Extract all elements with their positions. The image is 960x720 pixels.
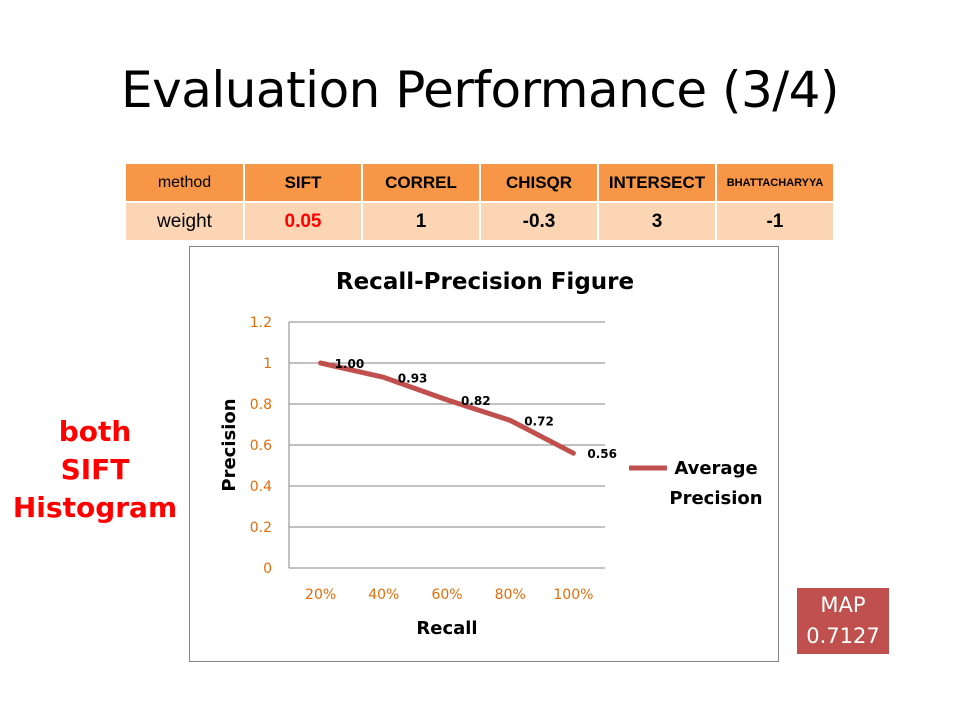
data-label: 0.93 — [398, 371, 428, 385]
series-line — [318, 360, 576, 456]
header-cell-intersect: INTERSECT — [597, 162, 717, 203]
weight-cell-intersect: 3 — [597, 201, 717, 242]
data-point — [508, 418, 512, 422]
map-badge-value: 0.7127 — [806, 624, 880, 648]
map-badge-label: MAP — [820, 593, 866, 617]
data-point — [319, 361, 323, 365]
legend-label-line2: Precision — [669, 488, 762, 509]
row-label-weight: weight — [124, 201, 245, 242]
data-point — [445, 398, 449, 402]
recall-precision-chart: Recall-Precision Figure 0 0.2 0.4 0.6 0.8 1 1.… — [219, 269, 763, 639]
x-axis-title: Recall — [416, 618, 477, 639]
header-cell-bhattacharyya: BHATTACHARYYA — [715, 162, 835, 203]
weight-cell-correl: 1 — [361, 201, 481, 242]
slide-title: Evaluation Performance (3/4) — [121, 61, 839, 119]
grid-layer — [288, 321, 605, 569]
x-tick-label: 80% — [495, 587, 526, 603]
x-ticks: 20% 40% 60% 80% 100% — [305, 587, 593, 603]
side-note-line1: both — [58, 415, 132, 448]
weights-table: method SIFT CORREL CHISQR INTERSECT BHAT… — [124, 162, 835, 242]
y-tick-label: 1.2 — [250, 315, 272, 331]
header-cell-sift: SIFT — [243, 162, 363, 203]
y-axis-title: Precision — [219, 398, 240, 491]
data-labels: 1.00 0.93 0.82 0.72 0.56 — [335, 357, 617, 461]
weight-cell-bhattacharyya: -1 — [715, 201, 835, 242]
chart-title: Recall-Precision Figure — [336, 269, 634, 295]
data-label: 0.56 — [587, 447, 617, 461]
side-note-line3: Histogram — [12, 491, 178, 524]
series-layer — [318, 360, 576, 456]
header-cell-method: method — [124, 162, 245, 203]
legend: Average Precision — [629, 458, 763, 509]
y-tick-label: 0.4 — [250, 479, 272, 495]
header-cell-correl: CORREL — [361, 162, 481, 203]
legend-label-line1: Average — [674, 458, 757, 479]
weight-cell-sift: 0.05 — [243, 201, 363, 242]
y-tick-label: 0.6 — [250, 438, 272, 454]
y-tick-label: 0.2 — [250, 520, 272, 536]
side-note-line2: SIFT — [60, 453, 130, 486]
x-tick-label: 100% — [553, 587, 593, 603]
data-label: 0.82 — [461, 394, 491, 408]
x-tick-label: 20% — [305, 587, 336, 603]
data-point — [571, 451, 575, 455]
map-badge: MAP 0.7127 — [797, 588, 889, 654]
data-label: 0.72 — [524, 414, 554, 428]
y-ticks: 0 0.2 0.4 0.6 0.8 1 1.2 — [250, 315, 272, 577]
y-tick-label: 0.8 — [250, 397, 272, 413]
data-point — [382, 375, 386, 379]
header-cell-chisqr: CHISQR — [479, 162, 599, 203]
side-note: both SIFT Histogram — [10, 413, 180, 527]
x-tick-label: 40% — [368, 587, 399, 603]
x-tick-label: 60% — [431, 587, 462, 603]
chart-frame: Recall-Precision Figure 0 0.2 0.4 0.6 0.8 1 1.… — [189, 246, 779, 662]
y-tick-label: 0 — [263, 561, 272, 577]
data-label: 1.00 — [335, 357, 365, 371]
table-header-row: method SIFT CORREL CHISQR INTERSECT BHAT… — [124, 162, 835, 203]
weight-cell-chisqr: -0.3 — [479, 201, 599, 242]
table-weight-row: weight 0.05 1 -0.3 3 -1 — [124, 201, 835, 242]
y-tick-label: 1 — [263, 356, 272, 372]
